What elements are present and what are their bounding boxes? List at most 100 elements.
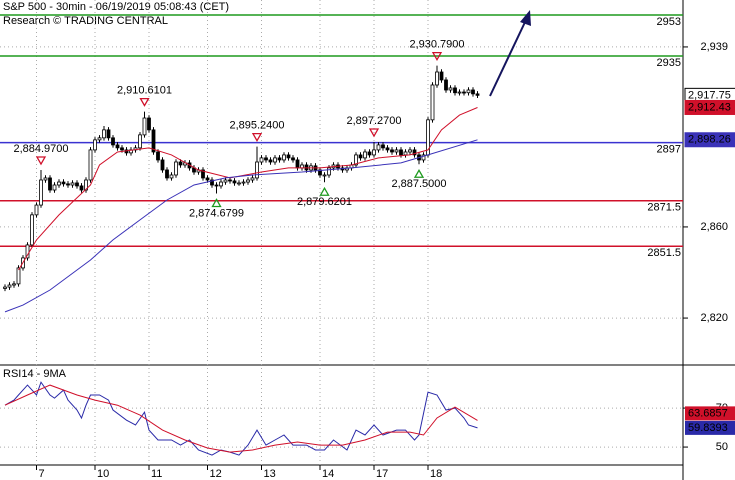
candle-body: [165, 169, 169, 179]
low-label: 2,887.5000: [391, 178, 446, 190]
x-tick-label: 17: [376, 468, 388, 480]
candle-body: [97, 137, 102, 141]
candle-body: [120, 147, 124, 151]
candle-body: [282, 154, 286, 161]
candle-body: [30, 214, 34, 246]
candle-body: [363, 151, 367, 159]
level-label: 2897: [657, 144, 681, 156]
x-tick-label: 14: [322, 468, 334, 480]
price-tag-label: 2,898.26: [688, 134, 731, 146]
candle-body: [174, 161, 178, 176]
candle-body: [156, 151, 160, 161]
candle-body: [241, 181, 246, 184]
high-marker: [431, 51, 443, 61]
indicator-line: [4, 384, 478, 453]
candle-body: [264, 157, 268, 161]
candle-body: [250, 177, 255, 181]
candle-body: [34, 204, 39, 216]
chart-title: S&P 500 - 30min - 06/19/2019 05:08:43 (C…: [3, 1, 229, 13]
candle-body: [84, 179, 88, 191]
y-tick-label: 50: [716, 441, 728, 453]
x-tick-label: 13: [264, 468, 276, 480]
level-label: 2953: [657, 16, 681, 28]
candle-body: [372, 149, 376, 156]
candle-body: [394, 149, 399, 153]
high-marker: [368, 128, 380, 138]
candle-body: [70, 182, 75, 186]
candle-body: [268, 159, 273, 163]
indicator-line: [18, 107, 478, 271]
candle-body: [376, 144, 381, 151]
candle-body: [16, 267, 21, 285]
candle-body: [462, 91, 466, 94]
candle-body: [448, 87, 453, 91]
high-marker: [139, 97, 150, 107]
candle-body: [66, 183, 70, 186]
indicator-tag: [685, 420, 735, 435]
candle-body: [12, 283, 16, 286]
candle-body: [57, 181, 61, 186]
indicator-tag-label: 59.8393: [688, 422, 728, 434]
x-tick-label: 11: [151, 468, 162, 480]
candle-body: [178, 161, 183, 166]
candle-body: [102, 129, 106, 139]
indicator-tag: [685, 406, 735, 421]
candle-body: [52, 184, 57, 191]
candle-body: [151, 129, 156, 153]
indicator-line: [4, 139, 478, 313]
candle-body: [79, 185, 84, 191]
x-tick-label: 10: [97, 468, 109, 480]
level-label: 2935: [657, 57, 681, 69]
candle-body: [318, 169, 322, 176]
forecast-arrowhead: [520, 10, 531, 26]
level-label: 2871.5: [647, 202, 681, 214]
candle-body: [3, 286, 7, 289]
candle-body: [61, 181, 66, 185]
low-marker: [413, 168, 425, 178]
candle-body: [466, 89, 471, 94]
candle-body: [385, 147, 390, 151]
high-marker: [35, 156, 47, 166]
x-tick-label: 18: [430, 468, 442, 480]
high-label: 2,930.7900: [409, 39, 464, 51]
high-label: 2,895.2400: [229, 120, 284, 132]
y-tick-label: 2,939: [700, 41, 728, 53]
candle-body: [439, 71, 444, 81]
candle-body: [228, 179, 232, 182]
candle-body: [115, 144, 120, 149]
candle-body: [25, 244, 30, 259]
candle-body: [43, 177, 48, 181]
rsi-title: RSI14 - 9MA: [3, 368, 67, 380]
candle-body: [273, 157, 277, 163]
candle-body: [381, 144, 385, 149]
candle-body: [93, 139, 97, 151]
candle-body: [39, 179, 43, 206]
candle-body: [75, 182, 79, 187]
candle-body: [403, 151, 408, 156]
high-marker: [251, 132, 263, 142]
candle-body: [421, 154, 426, 161]
candle-body: [444, 79, 448, 91]
candle-body: [408, 149, 412, 153]
candle-body: [7, 284, 12, 288]
candle-body: [255, 161, 259, 179]
high-label: 2,910.6101: [117, 85, 172, 97]
candle-body: [358, 154, 363, 159]
candle-body: [412, 149, 417, 156]
price-tag-label: 2,912.43: [688, 101, 731, 113]
candle-body: [223, 179, 228, 183]
level-label: 2851.5: [647, 247, 681, 259]
candle-body: [232, 180, 237, 184]
y-tick-label: 2,860: [700, 221, 728, 233]
candle-body: [111, 137, 115, 146]
candle-body: [88, 149, 93, 181]
candle-body: [219, 181, 223, 187]
candle-body: [210, 179, 214, 186]
forecast-arrow: [489, 19, 527, 97]
candle-body: [277, 157, 282, 161]
candle-body: [327, 167, 331, 176]
candle-body: [291, 157, 295, 161]
candle-body: [169, 174, 174, 179]
